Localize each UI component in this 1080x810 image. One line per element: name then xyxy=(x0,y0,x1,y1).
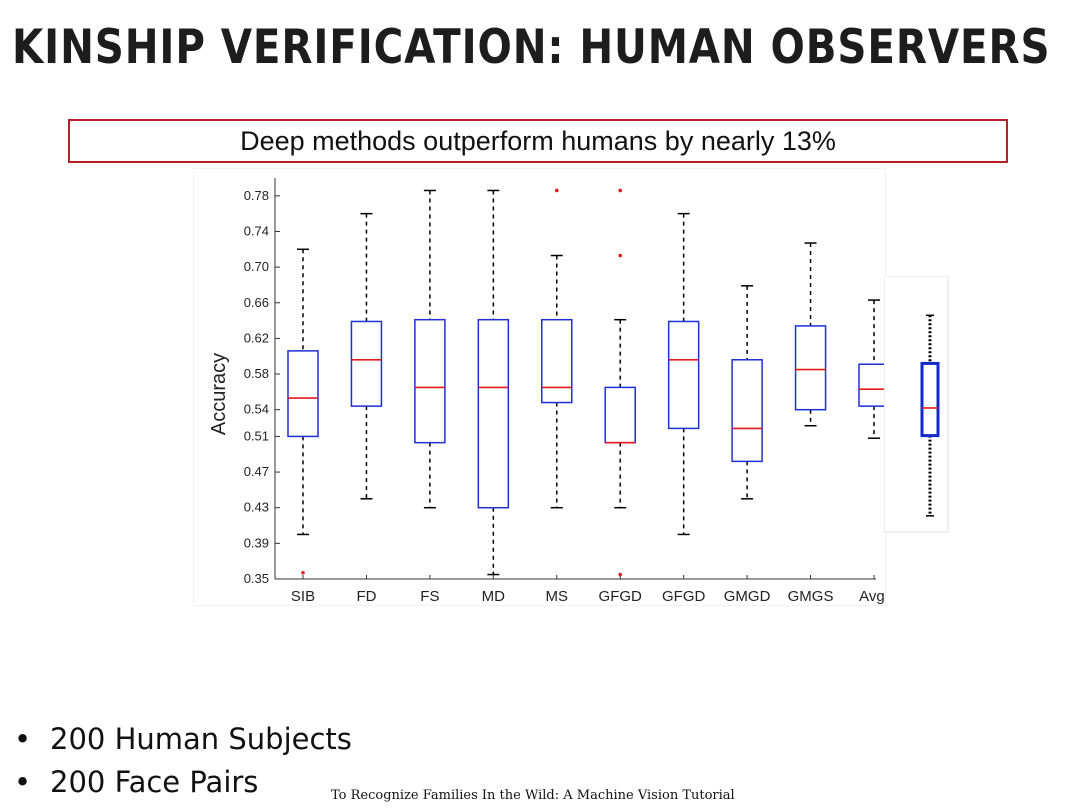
outlier-point xyxy=(618,572,623,577)
y-tick-label: 0.78 xyxy=(244,188,269,203)
outlier-point xyxy=(554,188,559,193)
callout-text: Deep methods outperform humans by nearly… xyxy=(240,125,836,156)
x-tick-label: FS xyxy=(420,588,439,605)
x-tick-label: GMGD xyxy=(724,588,771,605)
callout-box: Deep methods outperform humans by nearly… xyxy=(68,119,1008,163)
side-panel-frame xyxy=(884,276,949,533)
box xyxy=(541,318,573,404)
y-tick-label: 0.74 xyxy=(244,223,269,238)
box xyxy=(858,363,886,407)
comparison-boxplot xyxy=(884,276,949,533)
slide-title: KINSHIP VERIFICATION: HUMAN OBSERVERS xyxy=(12,20,1051,75)
box xyxy=(287,350,319,438)
outlier-point xyxy=(618,188,623,193)
box xyxy=(414,318,446,444)
x-tick-label: Avg. xyxy=(859,588,886,605)
y-tick-label: 0.35 xyxy=(244,571,269,586)
box xyxy=(794,325,827,411)
x-tick-label: SIB xyxy=(291,588,315,605)
x-tick-label: FD xyxy=(356,588,376,605)
box xyxy=(477,318,510,509)
bullet-item: • 200 Human Subjects xyxy=(14,718,352,761)
bullet-text: 200 Human Subjects xyxy=(50,722,352,756)
y-axis-label: Accuracy xyxy=(208,353,230,435)
footer-text: To Recognize Families In the Wild: A Mac… xyxy=(331,788,735,803)
side-plot-area xyxy=(920,314,940,517)
bullet-text: 200 Face Pairs xyxy=(50,765,259,799)
y-tick-label: 0.54 xyxy=(244,402,269,417)
x-tick-label: GFGD xyxy=(599,588,642,605)
boxplot-chart: 0.35 0.39 0.43 0.47 0.51 0.54 0.58 0.62 0.66 0.70… xyxy=(193,168,886,606)
x-tick-label: GFGD xyxy=(662,588,705,605)
y-tick-label: 0.66 xyxy=(244,295,269,310)
x-tick-label: MS xyxy=(546,588,569,605)
x-tick-label: GMGS xyxy=(788,588,834,605)
x-tick-label: MD xyxy=(482,588,505,605)
y-tick-label: 0.58 xyxy=(244,366,269,381)
outlier-point xyxy=(301,570,305,575)
y-tick-label: 0.51 xyxy=(244,428,269,443)
box xyxy=(667,320,700,430)
y-tick-label: 0.39 xyxy=(244,535,269,550)
box xyxy=(731,359,763,463)
bullet-dot: • xyxy=(14,765,32,799)
y-tick-label: 0.62 xyxy=(244,330,269,345)
box xyxy=(350,320,383,407)
y-tick-label: 0.47 xyxy=(244,464,269,479)
chart-plot-area: 0.35 0.39 0.43 0.47 0.51 0.54 0.58 0.62 0.66 0.70… xyxy=(244,178,886,605)
outlier-point xyxy=(618,253,623,258)
bullet-list: • 200 Human Subjects • 200 Face Pairs xyxy=(14,718,352,804)
y-tick-label: 0.70 xyxy=(244,259,269,274)
bullet-item: • 200 Face Pairs xyxy=(14,761,352,804)
box xyxy=(920,361,940,438)
bullet-dot: • xyxy=(14,722,32,756)
chart-frame xyxy=(193,168,886,606)
y-tick-label: 0.43 xyxy=(244,500,269,515)
